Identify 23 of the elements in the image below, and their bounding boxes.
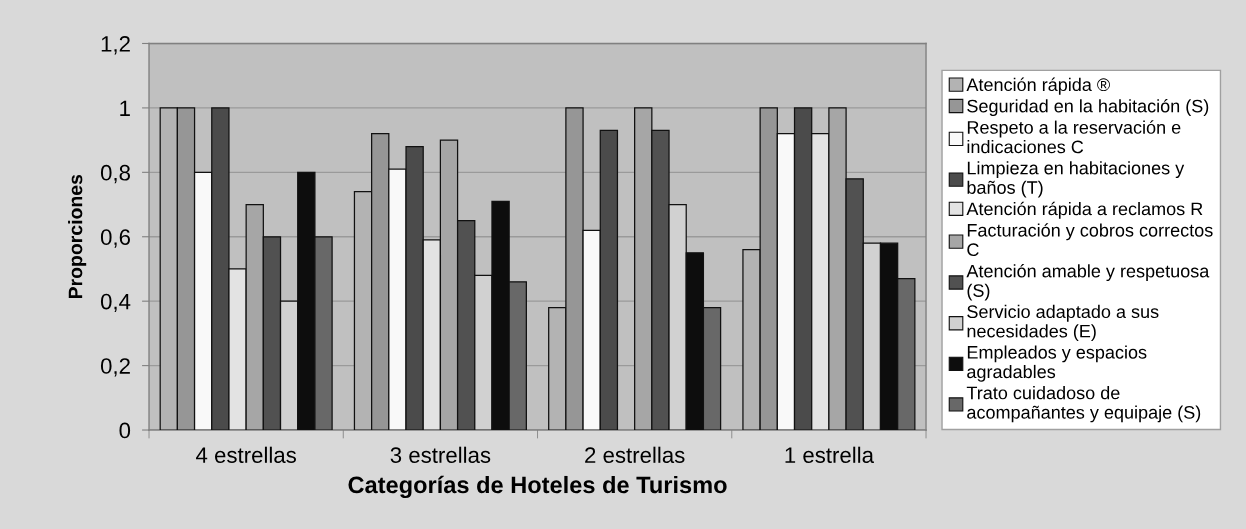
x-tick-label: 2 estrellas (585, 446, 685, 464)
legend-label: Trato cuidadoso de acompañantes y equipaje (S) (966, 386, 1201, 423)
y-axis-title: Proporciones (68, 174, 87, 299)
legend-label: Atención amable y respetuosa (S) (966, 264, 1210, 301)
x-tick-label: 4 estrellas (196, 446, 296, 464)
legend-label: Facturación y cobros correctos C (967, 223, 1213, 257)
legend-label: Atención rápida a reclamos R (966, 201, 1203, 219)
legend-label: Atención rápida ® (966, 77, 1110, 95)
y-tick-label: 0,2 (100, 358, 130, 377)
y-tick-label: 0,6 (100, 229, 130, 248)
legend-label: Servicio adaptado a sus necesidades (E) (967, 304, 1159, 342)
y-tick-label: 1 (120, 100, 130, 116)
y-tick-label: 1,2 (101, 36, 130, 55)
x-tick-label: 3 estrellas (390, 446, 491, 464)
x-axis-title: Categorías de Hoteles de Turismo (348, 475, 727, 499)
legend-label: Limpieza en habitaciones y baños (T) (967, 161, 1185, 198)
y-tick-label: 0,8 (100, 164, 130, 184)
legend-label: Respeto a la reservación e indicaciones C (967, 120, 1181, 154)
y-tick-label: 0 (119, 422, 131, 439)
legend-label: Seguridad en la habitación (S) (967, 98, 1209, 117)
legend-label: Empleados y espacios agradables (967, 345, 1147, 382)
y-tick-label: 0,4 (100, 293, 131, 313)
x-tick-label: 1 estrella (785, 446, 874, 464)
